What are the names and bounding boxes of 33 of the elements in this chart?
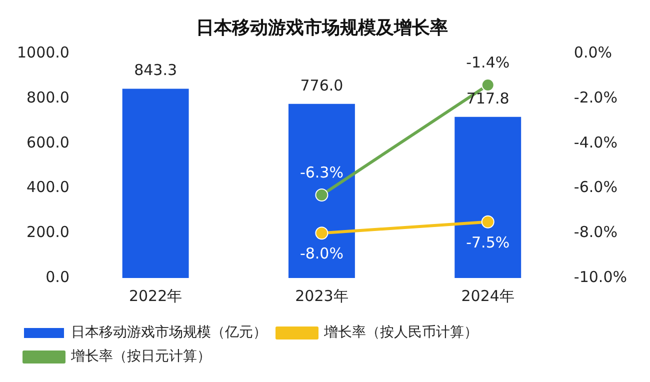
y-tick-label: 200.0 xyxy=(26,223,70,242)
y2-tick-label: -8.0% xyxy=(574,223,618,242)
legend-label: 日本移动游戏市场规模（亿元） xyxy=(71,324,267,341)
x-tick-label: 2024年 xyxy=(461,286,514,305)
y2-tick-label: -4.0% xyxy=(574,133,618,152)
chart-title: 日本移动游戏市场规模及增长率 xyxy=(196,17,448,38)
y-tick-label: 600.0 xyxy=(26,133,70,152)
bar xyxy=(454,116,522,278)
data-label: 776.0 xyxy=(300,76,344,94)
data-label: -6.3% xyxy=(300,163,344,182)
y-tick-label: 0.0 xyxy=(46,268,70,286)
x-tick-label: 2023年 xyxy=(295,286,348,305)
data-label: -1.4% xyxy=(466,53,510,72)
y2-tick-label: -2.0% xyxy=(574,88,618,106)
bar xyxy=(122,88,189,278)
data-label: 843.3 xyxy=(134,61,178,80)
legend-label: 增长率（按人民币计算） xyxy=(323,324,478,341)
data-label: 717.8 xyxy=(466,89,510,108)
point xyxy=(315,188,328,202)
y-tick-label: 1000.0 xyxy=(16,43,70,62)
legend-label: 增长率（按日元计算） xyxy=(70,348,211,365)
y-tick-label: 800.0 xyxy=(26,88,70,106)
data-label: -7.5% xyxy=(466,233,510,252)
y2-tick-label: -6.0% xyxy=(574,178,618,196)
point xyxy=(481,78,494,92)
data-label: -8.0% xyxy=(300,244,344,263)
point xyxy=(315,226,328,240)
point xyxy=(481,215,494,228)
y-tick-label: 400.0 xyxy=(26,178,70,196)
y2-tick-label: -10.0% xyxy=(574,268,628,286)
y2-tick-label: 0.0% xyxy=(574,43,612,62)
bar xyxy=(288,104,355,278)
x-tick-label: 2022年 xyxy=(128,286,182,305)
